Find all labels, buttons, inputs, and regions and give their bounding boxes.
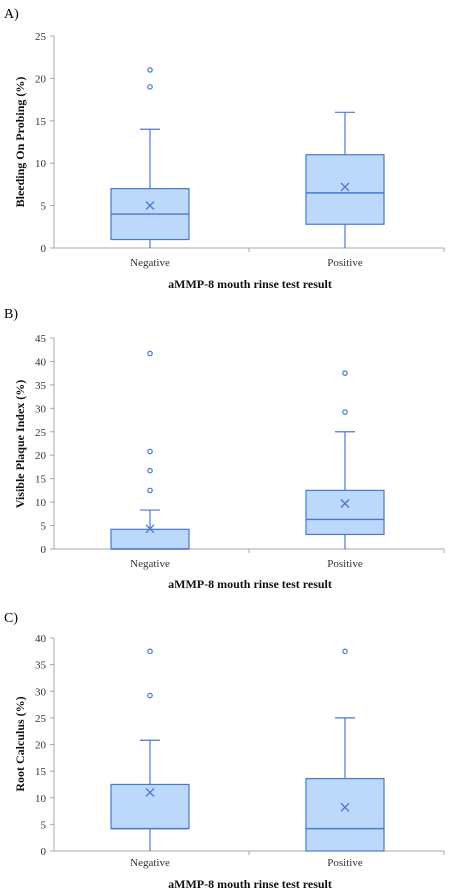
- category-label-negative: Negative: [130, 857, 170, 869]
- y-tick-label: 25: [35, 427, 47, 439]
- chart-panel-a: A) Bleeding On Probing (%) aMMP-8 mouth …: [4, 7, 445, 291]
- outlier-point: [147, 84, 153, 90]
- box-iqr: [305, 154, 385, 225]
- y-tick-label: 15: [35, 766, 47, 778]
- outlier-point: [342, 370, 348, 376]
- axes: [53, 338, 445, 553]
- box-negative: [110, 67, 190, 248]
- mean-marker-stroke: [340, 802, 350, 812]
- box-positive: [305, 648, 385, 852]
- axes: [53, 36, 445, 252]
- box-iqr: [305, 777, 385, 852]
- mean-marker: [340, 499, 350, 508]
- category-labels: Negative Positive: [130, 857, 363, 869]
- y-tick-label: 20: [35, 740, 47, 752]
- y-tick-label: 10: [35, 497, 47, 509]
- y-axis-title: Root Calculus (%): [13, 696, 27, 791]
- box-iqr: [305, 489, 385, 536]
- panel-label: C): [4, 611, 18, 626]
- category-labels: Negative Positive: [130, 257, 363, 269]
- panel-label: B): [4, 307, 18, 322]
- y-tick-label: 5: [41, 201, 47, 213]
- mean-marker-stroke: [340, 499, 350, 508]
- outlier-point: [342, 409, 348, 415]
- chart-panel-c: C) Root Calculus (%) aMMP-8 mouth rinse …: [4, 611, 445, 891]
- y-tick-label: 20: [35, 73, 47, 85]
- outlier-point: [147, 467, 153, 474]
- y-tick-label: 40: [35, 633, 47, 645]
- mean-marker-stroke: [145, 524, 155, 534]
- outlier-point: [147, 448, 153, 455]
- boxes: [110, 67, 385, 248]
- box-negative: [110, 350, 190, 550]
- boxes: [110, 648, 385, 852]
- x-axis-title: aMMP-8 mouth rinse test result: [168, 577, 332, 591]
- mean-marker: [340, 802, 350, 812]
- y-tick-label: 15: [35, 116, 47, 128]
- box-positive: [305, 370, 385, 549]
- outlier-point: [147, 350, 153, 357]
- chart-panel-b: B) Visible Plaque Index (%) aMMP-8 mouth…: [4, 307, 445, 591]
- category-label-positive: Positive: [327, 857, 363, 869]
- y-axis-title: Visible Plaque Index (%): [13, 380, 27, 509]
- y-tick-label: 0: [41, 544, 47, 556]
- y-tick-label: 45: [35, 333, 47, 345]
- y-tick-label: 0: [41, 243, 47, 255]
- y-ticks: 0 5 10 15 20 25: [35, 31, 54, 255]
- outlier-point: [147, 648, 153, 655]
- mean-marker: [145, 201, 155, 211]
- y-tick-label: 30: [35, 403, 47, 415]
- mean-marker-stroke: [145, 201, 155, 211]
- y-ticks: 0 5 10 15 20 25 30 35 40 45: [35, 333, 54, 556]
- y-tick-label: 15: [35, 474, 47, 486]
- mean-marker: [340, 182, 350, 192]
- y-tick-label: 0: [41, 846, 47, 858]
- y-tick-label: 5: [41, 521, 47, 533]
- y-tick-label: 25: [35, 713, 47, 725]
- category-label-negative: Negative: [130, 257, 170, 269]
- y-axis-title: Bleeding On Probing (%): [13, 77, 27, 208]
- box-iqr: [110, 528, 190, 550]
- y-tick-label: 30: [35, 686, 47, 698]
- panel-label: A): [4, 7, 19, 22]
- box-negative: [110, 648, 190, 851]
- y-tick-label: 10: [35, 793, 47, 805]
- outlier-point: [147, 67, 153, 73]
- y-ticks: 0 5 10 15 20 25 30 35 40: [35, 633, 54, 858]
- y-tick-label: 5: [41, 819, 47, 831]
- outlier-point: [342, 648, 348, 655]
- y-tick-label: 35: [35, 380, 47, 392]
- mean-marker: [145, 787, 155, 797]
- box-iqr: [110, 783, 190, 830]
- y-tick-label: 20: [35, 450, 47, 462]
- category-labels: Negative Positive: [130, 558, 363, 570]
- category-label-negative: Negative: [130, 558, 170, 570]
- box-positive: [305, 111, 385, 248]
- y-tick-label: 10: [35, 158, 47, 170]
- outlier-point: [147, 692, 153, 699]
- outlier-point: [147, 487, 153, 494]
- x-axis-title: aMMP-8 mouth rinse test result: [168, 277, 332, 291]
- x-axis-title: aMMP-8 mouth rinse test result: [168, 877, 332, 891]
- mean-marker-stroke: [340, 182, 350, 192]
- boxes: [110, 350, 385, 550]
- y-tick-label: 40: [35, 356, 47, 368]
- mean-marker: [145, 524, 155, 534]
- category-label-positive: Positive: [327, 558, 363, 570]
- mean-marker-stroke: [145, 787, 155, 797]
- category-label-positive: Positive: [327, 257, 363, 269]
- y-tick-label: 25: [35, 31, 47, 43]
- y-tick-label: 35: [35, 660, 47, 672]
